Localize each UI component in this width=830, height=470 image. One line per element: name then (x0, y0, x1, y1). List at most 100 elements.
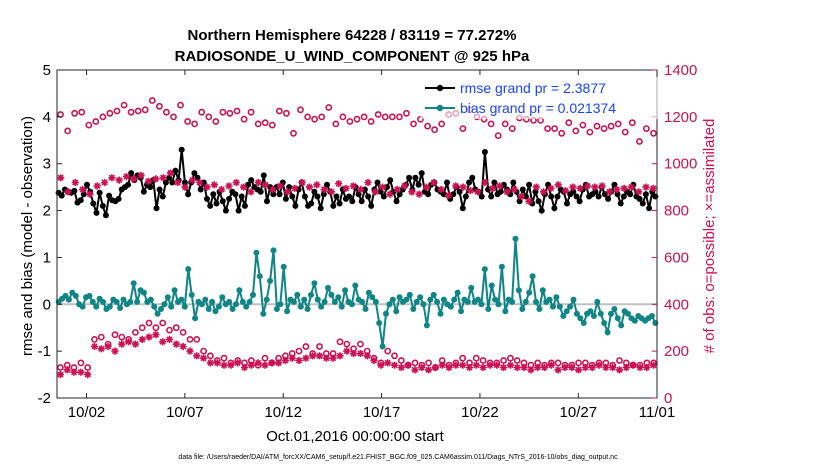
data-point-1-32 (164, 294, 171, 301)
obs-star-3-24 (232, 178, 240, 187)
obs-star-3-53 (444, 191, 453, 199)
obs-star-5-82 (615, 366, 624, 374)
data-point-1-99 (393, 308, 400, 315)
obs-star-3-74 (598, 182, 606, 190)
data-point-1-111 (434, 298, 441, 305)
obs-star-3-41 (357, 185, 365, 194)
data-point-0-161 (564, 200, 570, 207)
data-point-1-17 (113, 298, 120, 305)
data-point-1-30 (158, 306, 164, 312)
data-point-1-79 (325, 284, 331, 291)
data-point-0-81 (311, 188, 318, 195)
data-point-1-121 (468, 284, 475, 291)
obs-star-5-3 (77, 368, 85, 376)
data-point-1-117 (454, 289, 461, 296)
obs-circle-2-36 (311, 115, 318, 123)
obs-star-5-60 (465, 363, 474, 372)
axes-box (56, 69, 658, 399)
obs-circle-4-8 (111, 331, 119, 339)
data-point-1-134 (512, 235, 519, 242)
data-point-1-139 (529, 273, 536, 280)
obs-star-3-66 (540, 188, 548, 196)
data-point-0-137 (488, 193, 495, 200)
data-point-1-64 (273, 306, 280, 312)
obs-star-5-27 (240, 363, 249, 372)
data-point-1-144 (546, 296, 553, 303)
x-tick-label-2: 10/12 (264, 404, 302, 421)
obs-circle-4-44 (356, 340, 364, 348)
data-point-1-94 (376, 320, 383, 326)
data-point-0-140 (497, 188, 504, 195)
data-point-1-19 (120, 296, 127, 303)
y2-tick-label-0: 0 (664, 390, 672, 407)
data-point-1-135 (515, 287, 522, 294)
obs-circle-2-83 (643, 125, 650, 133)
data-point-1-152 (573, 310, 580, 317)
y-tick-label-4: 2 (43, 203, 51, 220)
obs-circle-2-50 (410, 120, 417, 128)
data-point-1-130 (498, 263, 505, 270)
legend-box (420, 77, 660, 119)
data-point-0-59 (241, 202, 248, 209)
data-point-0-22 (125, 181, 132, 188)
y-tick-label-6: 4 (43, 109, 51, 126)
data-point-1-149 (563, 308, 570, 315)
obs-circle-4-36 (302, 343, 310, 350)
data-point-1-70 (294, 291, 301, 298)
y-tick-label-7: 5 (43, 62, 51, 79)
axes-layer: -2 -1 0 1 2 3 4 5 0 200 400 600 800 1000 1200 1400 10/02… (38, 62, 698, 421)
data-point-0-105 (387, 177, 394, 184)
data-point-1-96 (383, 310, 389, 317)
obs-circle-4-65 (500, 357, 507, 364)
data-point-0-144 (510, 179, 517, 186)
obs-circle-4-11 (131, 328, 139, 336)
data-point-0-47 (204, 195, 210, 202)
obs-star-5-47 (377, 361, 385, 369)
x-tick-label-6: 11/01 (639, 404, 675, 421)
data-point-1-164 (614, 315, 621, 322)
obs-star-5-34 (288, 354, 296, 362)
obs-circle-2-11 (134, 107, 142, 115)
obs-circle-2-25 (233, 107, 241, 115)
data-point-1-131 (502, 308, 509, 315)
obs-circle-2-32 (282, 109, 290, 117)
data-point-1-3 (65, 296, 72, 303)
obs-circle-2-15 (162, 108, 170, 116)
data-point-1-100 (396, 294, 403, 301)
data-point-0-107 (393, 198, 400, 205)
obs-circle-4-5 (91, 335, 98, 343)
data-point-1-162 (608, 310, 614, 317)
obs-star-3-73 (591, 183, 599, 191)
obs-star-5-25 (227, 361, 235, 369)
data-point-1-52 (233, 301, 239, 308)
y-tick-label-1: -1 (38, 343, 51, 360)
data-point-0-97 (361, 186, 368, 193)
obs-star-5-18 (179, 342, 187, 351)
data-point-0-152 (535, 198, 542, 205)
data-point-1-112 (437, 310, 444, 317)
obs-circle-2-41 (346, 118, 354, 125)
obs-star-5-40 (329, 354, 337, 362)
obs-star-3-7 (108, 174, 116, 182)
data-point-0-27 (140, 188, 147, 195)
obs-circle-2-16 (170, 113, 177, 121)
data-point-0-125 (450, 191, 457, 198)
data-point-0-99 (368, 202, 375, 209)
data-point-1-29 (154, 310, 161, 317)
y-tick-label-2: 0 (43, 296, 51, 313)
obs-circle-2-76 (593, 122, 601, 130)
data-point-1-5 (72, 292, 79, 299)
data-point-0-87 (330, 202, 337, 209)
obs-star-3-35 (313, 181, 321, 189)
obs-star-5-59 (459, 361, 467, 369)
series-layer (55, 97, 659, 379)
obs-star-3-69 (561, 187, 570, 195)
data-point-1-55 (243, 303, 250, 310)
obs-star-3-19 (196, 178, 204, 187)
data-point-1-147 (556, 303, 563, 310)
obs-circle-2-81 (628, 119, 636, 127)
data-point-1-120 (464, 298, 471, 305)
data-point-1-67 (284, 308, 291, 315)
y2-tick-label-2: 400 (664, 296, 689, 313)
data-point-1-40 (192, 315, 199, 322)
